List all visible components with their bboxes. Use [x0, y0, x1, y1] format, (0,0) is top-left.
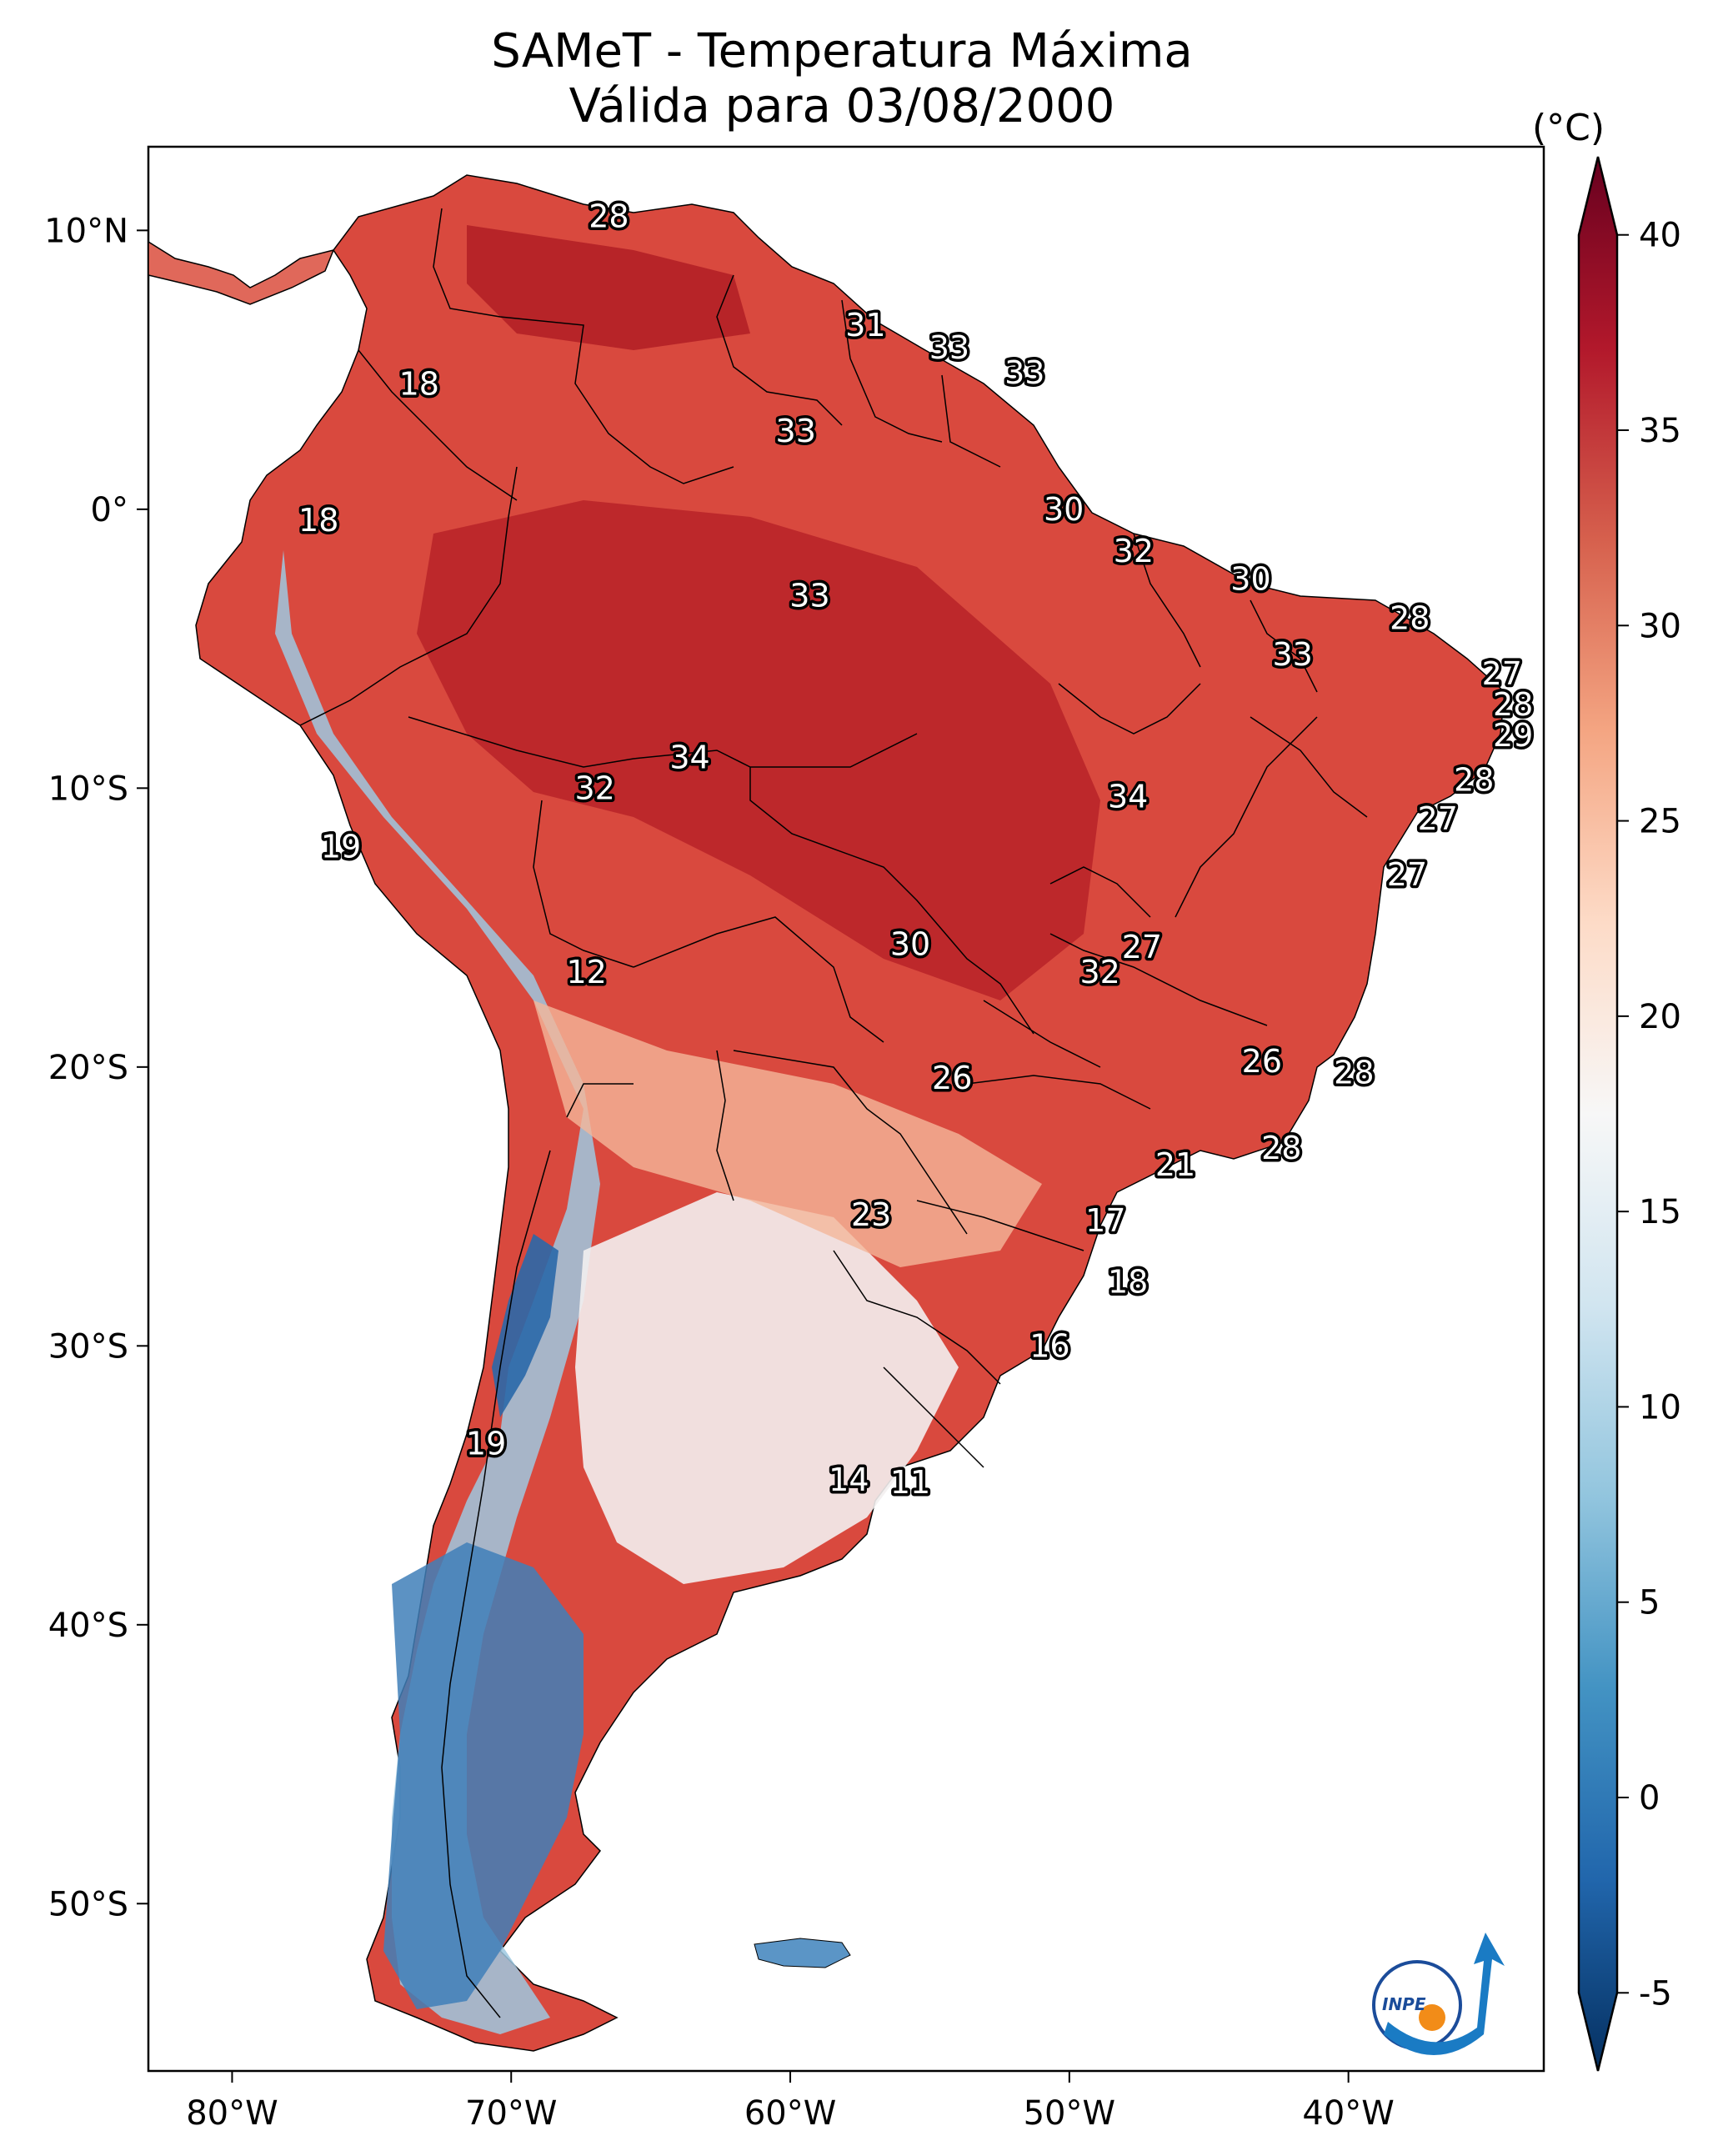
temperature-label: 14 [829, 1462, 869, 1498]
temperature-label: 27 [1482, 655, 1522, 692]
temperature-label: 28 [1334, 1055, 1374, 1091]
colorbar-tick-label: 15 [1639, 1193, 1681, 1231]
temperature-label: 33 [929, 329, 969, 366]
colorbar-tick-label: 35 [1639, 412, 1681, 450]
temperature-label: 17 [1085, 1202, 1125, 1239]
temperature-label: 19 [466, 1425, 506, 1462]
country-borders [299, 208, 1368, 2018]
temperature-label: 21 [1155, 1146, 1195, 1183]
temperature-label: 34 [1108, 778, 1148, 815]
temperature-label: 18 [1108, 1263, 1148, 1300]
lat-tick-label: 0° [91, 491, 128, 529]
temperature-label: 30 [1044, 491, 1084, 528]
temperature-label: 26 [932, 1060, 972, 1096]
temperature-label: 33 [1004, 354, 1044, 391]
temperature-label: 18 [298, 502, 338, 539]
colorbar-body [1577, 156, 1619, 2072]
colorbar-tick-label: 40 [1639, 217, 1681, 255]
colorbar-tick-label: -5 [1639, 1974, 1672, 2013]
colorbar-tick-label: 5 [1639, 1584, 1660, 1622]
lat-tick-label: 50°S [48, 1885, 128, 1923]
temperature-label: 19 [321, 829, 361, 865]
logo-dot [1419, 2004, 1445, 2031]
colorbar-tick-label: 25 [1639, 803, 1681, 841]
temperature-label: 26 [1242, 1043, 1282, 1080]
colorbar-tick-label: 10 [1639, 1388, 1681, 1426]
lon-tick-label: 70°W [465, 2094, 557, 2133]
venezuela-hot-zone [467, 225, 750, 350]
temperature-label: 11 [890, 1464, 930, 1501]
temperature-label: 28 [1261, 1130, 1301, 1166]
patagonia-cold-zone [383, 1542, 584, 2009]
lon-tick-label: 40°W [1302, 2094, 1394, 2133]
temperature-label: 33 [1273, 636, 1313, 673]
colorbar-tick-label: 20 [1639, 998, 1681, 1036]
lon-tick-label: 50°W [1024, 2094, 1115, 2133]
colorbar: 40 35 30 25 20 15 10 5 0 -5 [1577, 156, 1681, 2072]
map-title: SAMeT - Temperatura Máxima [491, 24, 1193, 78]
temperature-label: 27 [1387, 856, 1427, 893]
temperature-label: 33 [776, 413, 816, 449]
temperature-label: 34 [669, 740, 709, 776]
logo-arrow [1384, 1933, 1505, 2055]
temperature-label: 30 [890, 926, 930, 963]
central-america-landmass [148, 241, 335, 305]
subtropical-warm-zone [533, 1000, 1042, 1267]
lon-tick-label: 80°W [186, 2094, 278, 2133]
lat-tick-label: 40°S [48, 1607, 128, 1645]
temperature-label: 28 [1493, 686, 1533, 723]
temperature-label: 12 [566, 954, 606, 990]
temperature-label: 23 [851, 1196, 891, 1233]
temperature-label: 30 [1230, 560, 1270, 597]
temperature-label: 32 [1114, 533, 1154, 569]
temperature-label: 16 [1029, 1327, 1069, 1364]
temperature-label: 28 [1454, 761, 1494, 798]
map-subtitle: Válida para 03/08/2000 [568, 79, 1115, 133]
lat-tick-label: 10°N [44, 212, 128, 250]
lat-tick-label: 30°S [48, 1327, 128, 1366]
colorbar-tick-label: 0 [1639, 1779, 1660, 1818]
falkland-islands [754, 1938, 851, 1968]
lon-tick-label: 60°W [744, 2094, 836, 2133]
lon-axis: 80°W 70°W 60°W 50°W 40°W [186, 2071, 1395, 2133]
lat-tick-label: 10°S [48, 770, 128, 808]
colorbar-tick-label: 30 [1639, 607, 1681, 645]
chile-cold-streak [492, 1234, 558, 1417]
amazon-hot-zone [417, 500, 1100, 1000]
temperature-label: 32 [575, 770, 615, 806]
land-layer [148, 174, 1505, 2052]
temperature-label: 27 [1418, 800, 1458, 837]
temperature-label: 28 [589, 198, 629, 235]
temperature-label: 18 [399, 365, 439, 402]
inpe-logo [1372, 1933, 1505, 2055]
temperature-label: 31 [845, 307, 885, 343]
logo-text: INPE [1382, 1994, 1426, 2014]
temperature-label: 29 [1493, 717, 1533, 754]
colorbar-unit: (°C) [1532, 107, 1605, 149]
pampas-light-zone [575, 1192, 959, 1584]
lat-tick-label: 20°S [48, 1049, 128, 1087]
temperature-label: 28 [1390, 599, 1430, 636]
lat-axis: 10°N 0° 10°S 20°S 30°S 40°S 50°S [44, 212, 148, 1923]
temperature-label: 33 [789, 578, 829, 614]
temperature-label: 32 [1079, 954, 1119, 990]
temperature-label: 27 [1122, 929, 1162, 965]
